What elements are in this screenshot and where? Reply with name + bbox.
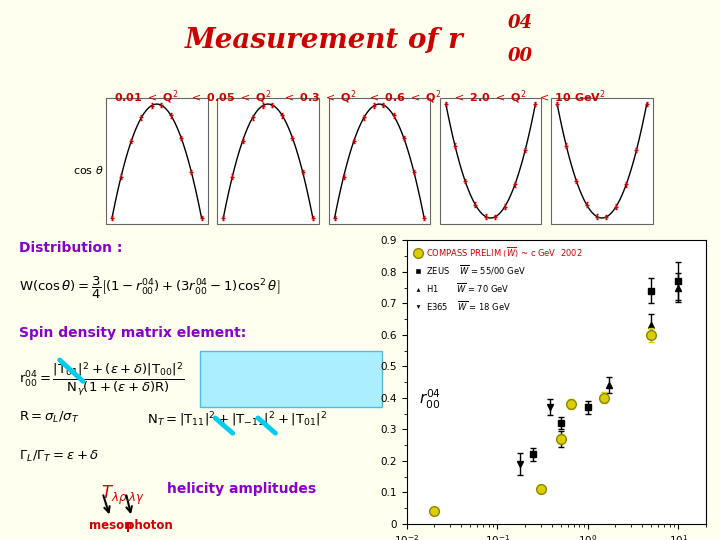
Text: Spin density matrix element:: Spin density matrix element: [19, 326, 246, 340]
Text: $\mathrm{N}_T=|\mathrm{T}_{11}|^2+|\mathrm{T}_{-11}|^2+|\mathrm{T}_{01}|^2$: $\mathrm{N}_T=|\mathrm{T}_{11}|^2+|\math… [147, 410, 328, 429]
Text: photon: photon [126, 518, 173, 532]
Text: SCHC $\longrightarrow\dfrac{\sigma_L}{\sigma_T}$: SCHC $\longrightarrow\dfrac{\sigma_L}{\s… [215, 363, 297, 390]
Text: Distribution :: Distribution : [19, 241, 122, 255]
Text: $\mathrm{W}(\cos\theta)=\dfrac{3}{4}\left[(1-r_{00}^{04})+(3r_{00}^{04}-1)\cos^2: $\mathrm{W}(\cos\theta)=\dfrac{3}{4}\lef… [19, 274, 280, 301]
Bar [551, 98, 653, 224]
Text: meson: meson [89, 518, 132, 532]
FancyBboxPatch shape [199, 351, 382, 407]
Text: 0.01 $<$ Q$^2$   $<$ 0.05 $<$ Q$^2$   $<$ 0.3 $<$ Q$^2$   $<$ 0.6 $<$ Q$^2$   $<: 0.01 $<$ Q$^2$ $<$ 0.05 $<$ Q$^2$ $<$ 0.… [114, 89, 606, 106]
Text: Measurement of r: Measurement of r [184, 27, 463, 54]
Text: cos $\theta$: cos $\theta$ [73, 164, 104, 176]
Text: 00: 00 [508, 46, 534, 64]
Text: $T_{\lambda\rho\;\lambda\gamma}$: $T_{\lambda\rho\;\lambda\gamma}$ [101, 483, 145, 507]
Legend: COMPASS PRELIM $\langle\overline{W}\rangle$ ~ c GeV  2002, ZEUS    $\overline{W}: COMPASS PRELIM $\langle\overline{W}\rang… [411, 245, 584, 314]
Text: helicity amplitudes: helicity amplitudes [166, 482, 316, 496]
Text: $\Gamma_L/\Gamma_T=\varepsilon+\delta$: $\Gamma_L/\Gamma_T=\varepsilon+\delta$ [19, 448, 99, 463]
Text: $\mathrm{R}=\sigma_L/\sigma_T$: $\mathrm{R}=\sigma_L/\sigma_T$ [19, 410, 79, 426]
Text: $r_{00}^{04}$: $r_{00}^{04}$ [419, 388, 441, 410]
Bar [106, 98, 207, 224]
Bar [328, 98, 430, 224]
Bar [440, 98, 541, 224]
Text: 04: 04 [508, 14, 534, 32]
Bar [217, 98, 319, 224]
Text: $\mathrm{r}_{00}^{04}=\dfrac{|\mathrm{T}_{01}|^2+(\varepsilon+\delta)|\mathrm{T}: $\mathrm{r}_{00}^{04}=\dfrac{|\mathrm{T}… [19, 360, 184, 398]
